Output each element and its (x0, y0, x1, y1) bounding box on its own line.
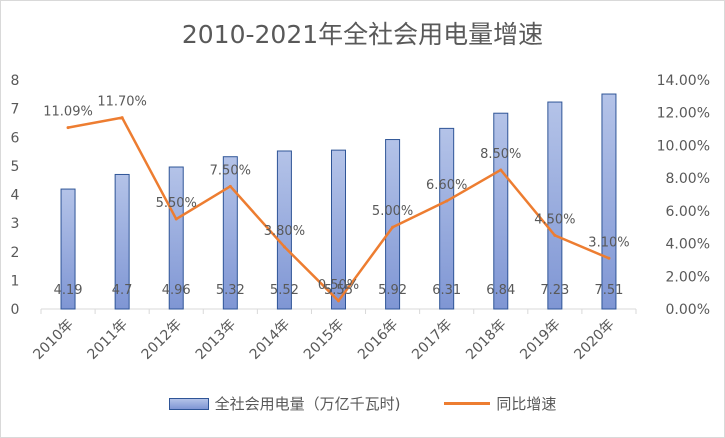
bar (114, 173, 130, 310)
x-tick-label: 2011年 (85, 317, 131, 363)
growth-point (174, 217, 178, 221)
growth-point (228, 184, 232, 188)
y-right-tick-label: 2.00% (666, 269, 710, 285)
legend-label-bar: 全社会用电量（万亿千瓦时) (214, 395, 401, 413)
y-right-tick-label: 6.00% (666, 204, 710, 220)
bar (60, 188, 76, 310)
legend-item-line: 同比增速 (444, 393, 556, 414)
x-tick-label: 2014年 (247, 317, 293, 363)
x-tick-label: 2015年 (301, 317, 347, 363)
growth-point (445, 199, 449, 203)
bar-data-label: 7.51 (594, 283, 623, 298)
y-left-tick-label: 5 (11, 159, 20, 175)
bar (168, 166, 184, 310)
y-right-tick-label: 4.00% (666, 237, 710, 253)
bar-data-label: 5.55 (324, 283, 353, 298)
legend: 全社会用电量（万亿千瓦时) 同比增速 (1, 393, 724, 414)
x-tick-label: 2012年 (139, 317, 185, 363)
x-tick-label: 2016年 (355, 317, 401, 363)
bar-data-label: 5.52 (270, 283, 299, 298)
bar (222, 156, 238, 310)
bar (276, 150, 292, 310)
bar-data-label: 4.96 (162, 283, 191, 298)
y-right-tick-label: 8.00% (666, 171, 710, 187)
y-left-tick-label: 2 (11, 245, 20, 261)
line-data-label: 0.50% (318, 278, 359, 293)
chart-title: 2010-2021年全社会用电量增速 (181, 20, 544, 49)
growth-point (120, 116, 124, 120)
growth-point (607, 256, 611, 260)
y-right-tick-label: 12.00% (657, 106, 710, 122)
bar-data-label: 7.23 (540, 283, 569, 298)
bar (547, 101, 563, 310)
bar-data-label: 6.84 (486, 283, 515, 298)
x-tick-label: 2019年 (517, 317, 563, 363)
line-data-label: 6.60% (426, 178, 467, 193)
line-data-label: 3.80% (264, 224, 305, 239)
line-data-label: 4.50% (534, 212, 575, 227)
line-data-label: 5.50% (156, 196, 197, 211)
y-right-tick-label: 14.00% (657, 73, 710, 89)
y-left-tick-label: 3 (11, 216, 20, 232)
bar (601, 93, 617, 310)
legend-swatch-line (444, 402, 491, 405)
y-left-tick-label: 8 (11, 73, 20, 89)
x-tick-label: 2013年 (193, 317, 239, 363)
bar-data-label: 5.92 (378, 283, 407, 298)
line-data-label: 8.50% (480, 147, 521, 162)
y-right-tick-label: 10.00% (657, 138, 710, 154)
y-left-tick-label: 4 (11, 188, 20, 204)
y-left-tick-label: 1 (11, 273, 20, 289)
y-right-tick-label: 0.00% (666, 302, 710, 318)
bar-data-label: 6.31 (432, 283, 461, 298)
x-tick-label: 2020年 (571, 317, 617, 363)
bar-data-label: 5.32 (216, 283, 245, 298)
growth-point (66, 126, 70, 130)
legend-swatch-bar (168, 397, 209, 410)
x-tick-label: 2017年 (409, 317, 455, 363)
y-left-tick-label: 6 (11, 130, 20, 146)
bar (493, 112, 509, 310)
legend-label-line: 同比增速 (496, 395, 557, 413)
bar (439, 127, 455, 310)
line-data-label: 7.50% (210, 163, 251, 178)
legend-item-bar: 全社会用电量（万亿千瓦时) (168, 393, 401, 414)
growth-point (391, 225, 395, 229)
line-data-label: 3.10% (588, 235, 629, 250)
y-left-tick-label: 0 (11, 302, 20, 318)
y-left-tick-label: 7 (11, 102, 20, 118)
growth-point (499, 168, 503, 172)
growth-point (282, 245, 286, 249)
line-data-label: 11.70% (97, 95, 147, 110)
x-tick-label: 2018年 (463, 317, 509, 363)
line-data-label: 5.00% (372, 204, 413, 219)
bar-data-label: 4.7 (112, 283, 133, 298)
bar (331, 149, 346, 310)
bar-data-label: 4.19 (54, 283, 83, 298)
growth-point (337, 299, 340, 303)
growth-point (553, 233, 557, 237)
x-tick-label: 2010年 (30, 317, 76, 363)
line-data-label: 11.09% (43, 105, 93, 120)
